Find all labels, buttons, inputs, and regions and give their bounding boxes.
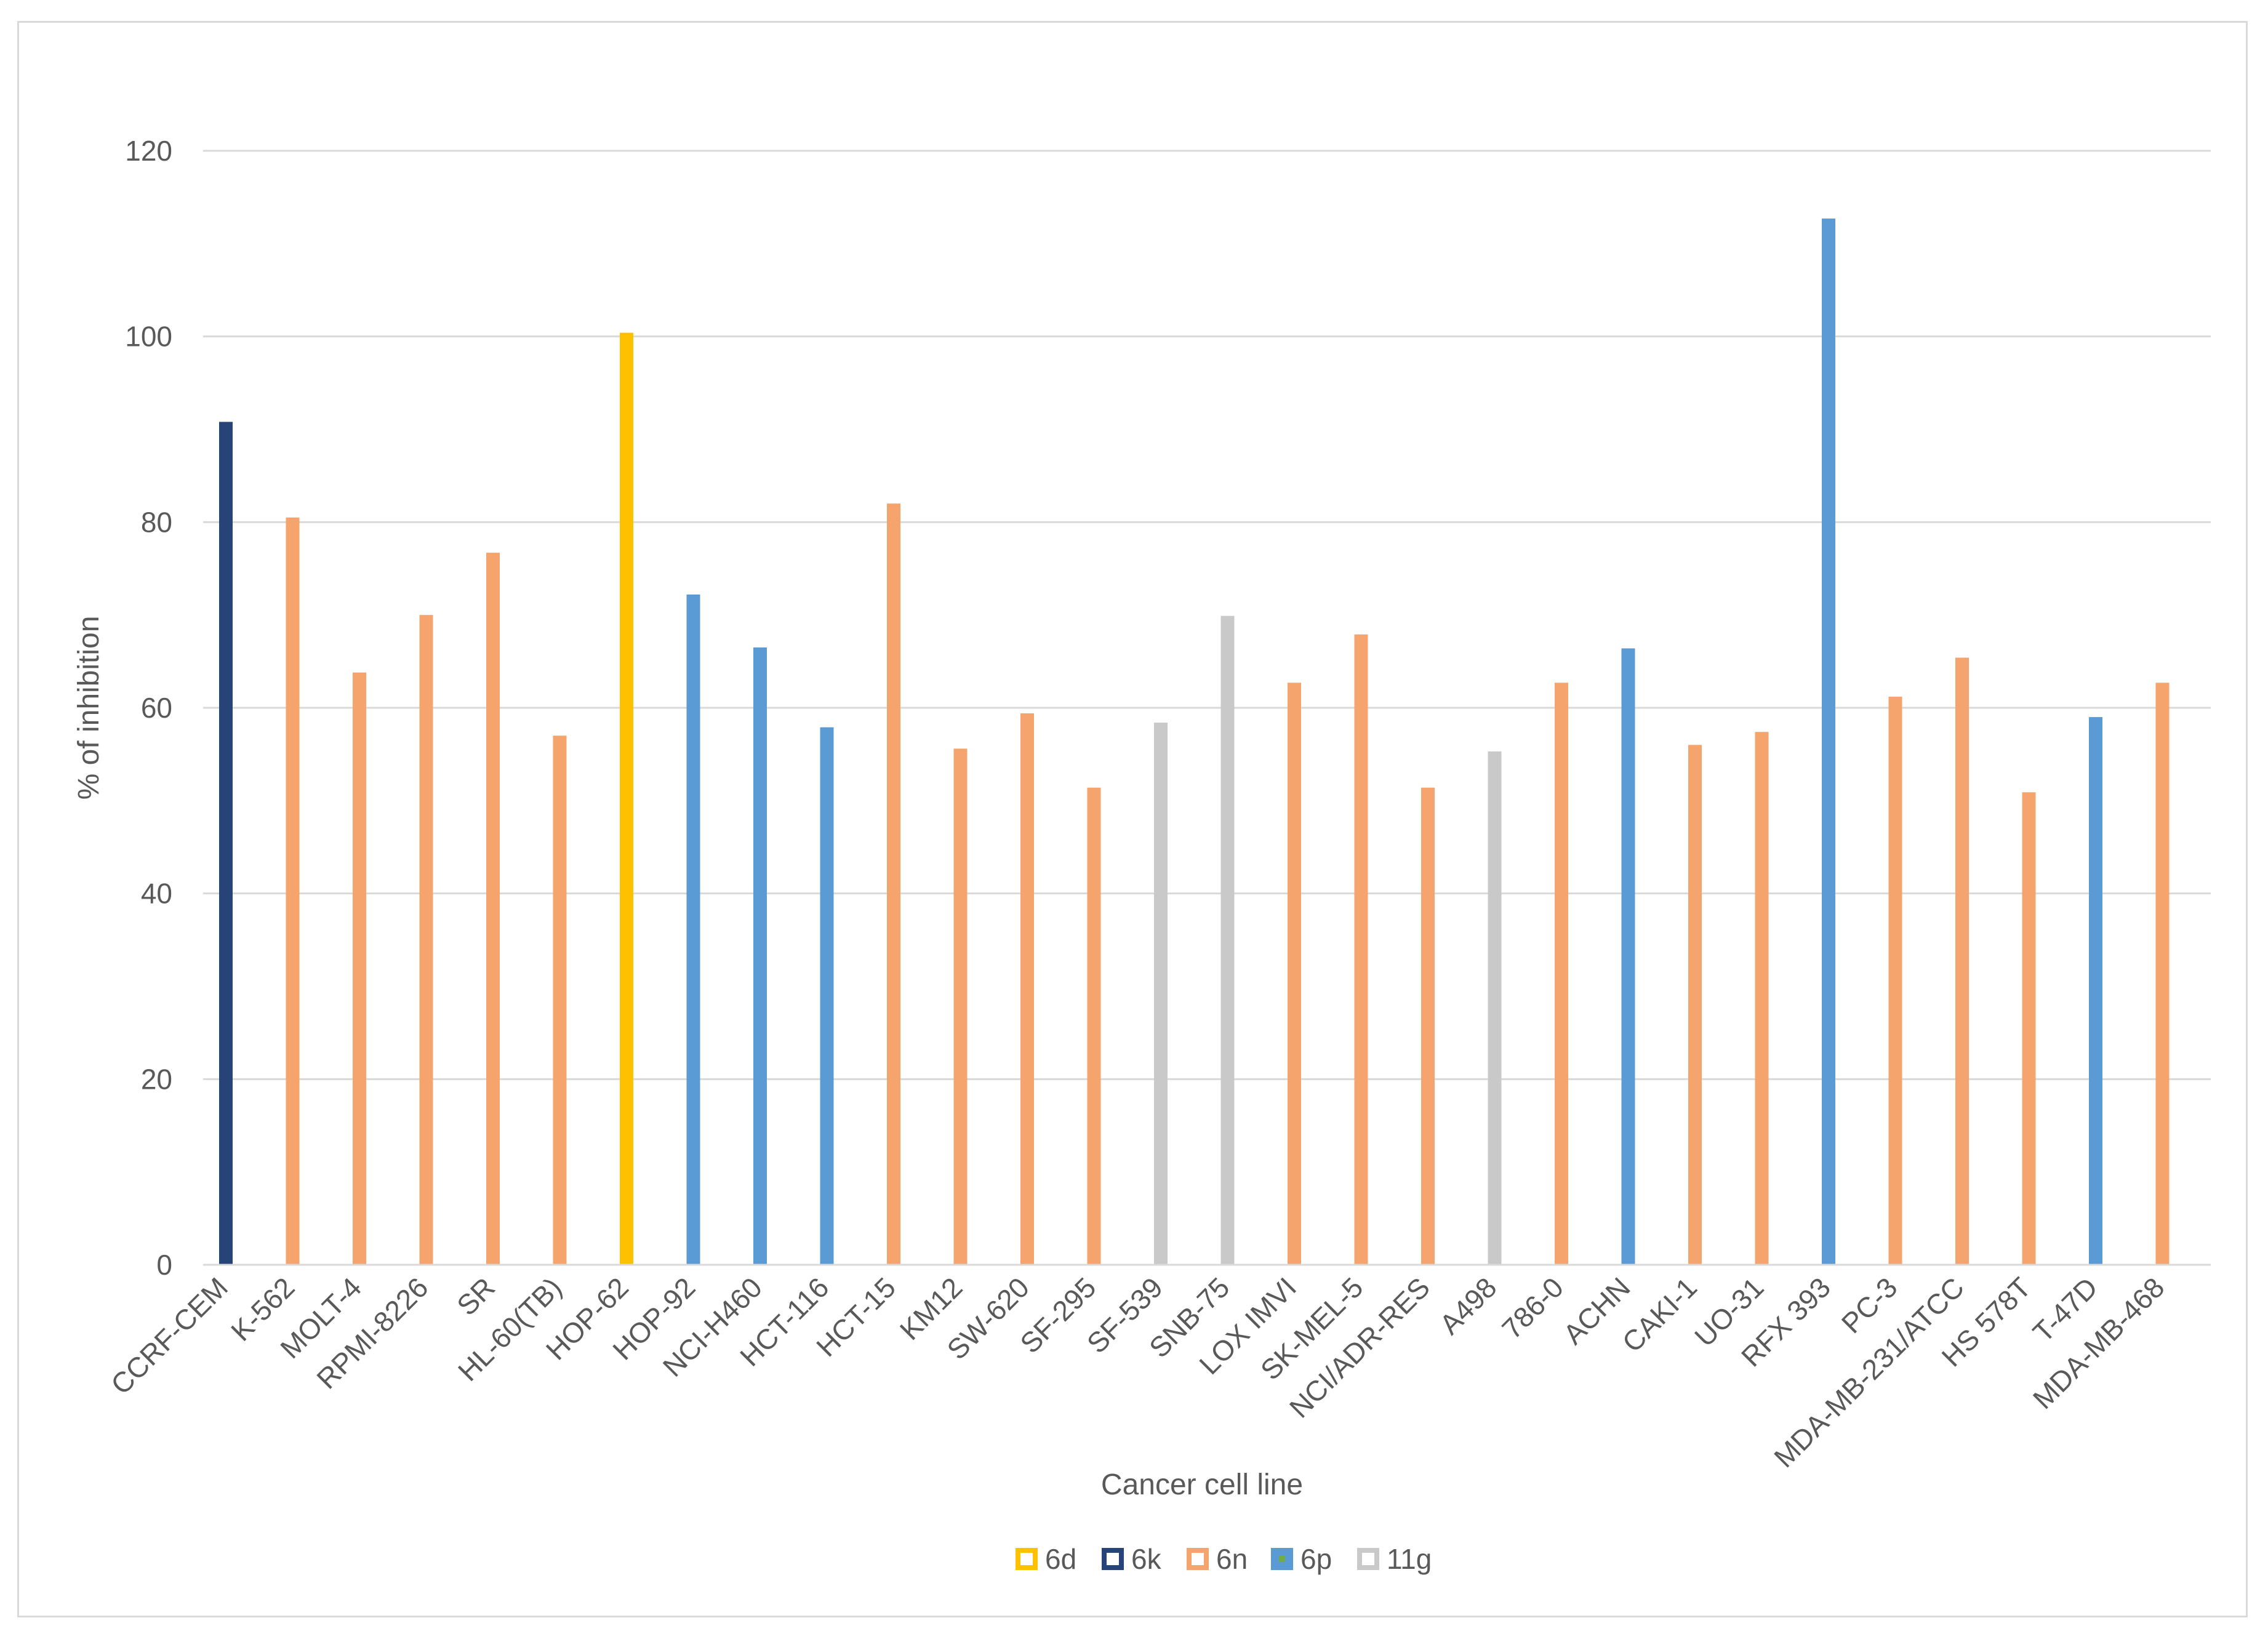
bar-6n: [953, 748, 968, 1265]
legend-label: 6p: [1300, 1543, 1332, 1575]
bar-6n: [1087, 787, 1101, 1265]
y-tick-label: 120: [125, 135, 172, 167]
legend-swatch: [1016, 1548, 1038, 1570]
y-tick-label: 80: [141, 506, 172, 538]
gridlines: [203, 150, 2211, 1080]
x-tick-label: 786-0: [1496, 1271, 1569, 1345]
bar-11g: [1220, 615, 1235, 1265]
y-axis-title: % of inhibition: [73, 616, 105, 800]
y-tick-label: 20: [141, 1063, 172, 1095]
legend-label: 6d: [1045, 1543, 1076, 1575]
bar-6n: [1555, 683, 1568, 1265]
bar-6n: [1755, 732, 1769, 1265]
bar-6d: [620, 332, 633, 1265]
legend-swatch: [1187, 1548, 1209, 1570]
bar-6n: [286, 517, 300, 1265]
legend-label: 6n: [1216, 1543, 1248, 1575]
y-tick-label: 100: [125, 321, 172, 353]
bar-6p: [2089, 717, 2102, 1265]
bar-6n: [1288, 683, 1301, 1265]
bar-6k: [219, 422, 233, 1265]
y-axis-ticks: 0 20 40 60 80 100 120: [125, 135, 172, 1281]
bar-6n: [353, 672, 366, 1265]
bar-6n: [2155, 683, 2170, 1265]
bar-6n: [486, 553, 500, 1265]
bar-6n: [1354, 634, 1368, 1265]
y-tick-label: 60: [141, 692, 172, 724]
bar-6n: [553, 735, 567, 1265]
legend: 6d 6k 6n 6p 11g: [1016, 1543, 1432, 1575]
bar-6n: [1888, 696, 1902, 1265]
bar-6n: [1688, 745, 1702, 1265]
x-tick-label: CCRF-CEM: [105, 1271, 234, 1400]
x-tick-label: CAKI-1: [1616, 1271, 1703, 1358]
legend-swatch: [1357, 1548, 1379, 1570]
bar-6p: [753, 647, 767, 1265]
legend-item-6d: 6d: [1016, 1543, 1076, 1575]
bar-6p: [1822, 218, 1835, 1265]
bar-6n: [1955, 657, 1969, 1265]
bar-6p: [686, 594, 700, 1265]
bar-6p: [1621, 648, 1635, 1265]
bar-6n: [887, 503, 900, 1265]
y-tick-label: 0: [156, 1249, 172, 1281]
chart-frame: [17, 21, 2248, 1617]
x-tick-label: A498: [1433, 1271, 1503, 1340]
bar-6n: [2022, 792, 2036, 1265]
bars: [219, 218, 2170, 1265]
x-tick-label: SR: [451, 1271, 501, 1321]
bar-6p: [820, 727, 834, 1265]
legend-item-6p: 6p: [1271, 1543, 1332, 1575]
legend-item-11g: 11g: [1357, 1543, 1432, 1575]
y-tick-label: 40: [141, 878, 172, 910]
bar-6n: [419, 615, 433, 1265]
bar-6n: [1020, 713, 1034, 1265]
legend-swatch-marker: [1279, 1556, 1285, 1562]
bar-11g: [1488, 751, 1502, 1265]
legend-item-6n: 6n: [1187, 1543, 1248, 1575]
legend-item-6k: 6k: [1102, 1543, 1162, 1575]
bar-11g: [1154, 723, 1168, 1265]
legend-label: 6k: [1131, 1543, 1162, 1575]
x-tick-label: SF-295: [1014, 1271, 1102, 1359]
bar-6n: [1421, 787, 1435, 1265]
legend-swatch: [1102, 1548, 1124, 1570]
legend-label: 11g: [1387, 1543, 1432, 1575]
x-axis-title: Cancer cell line: [1101, 1469, 1303, 1501]
